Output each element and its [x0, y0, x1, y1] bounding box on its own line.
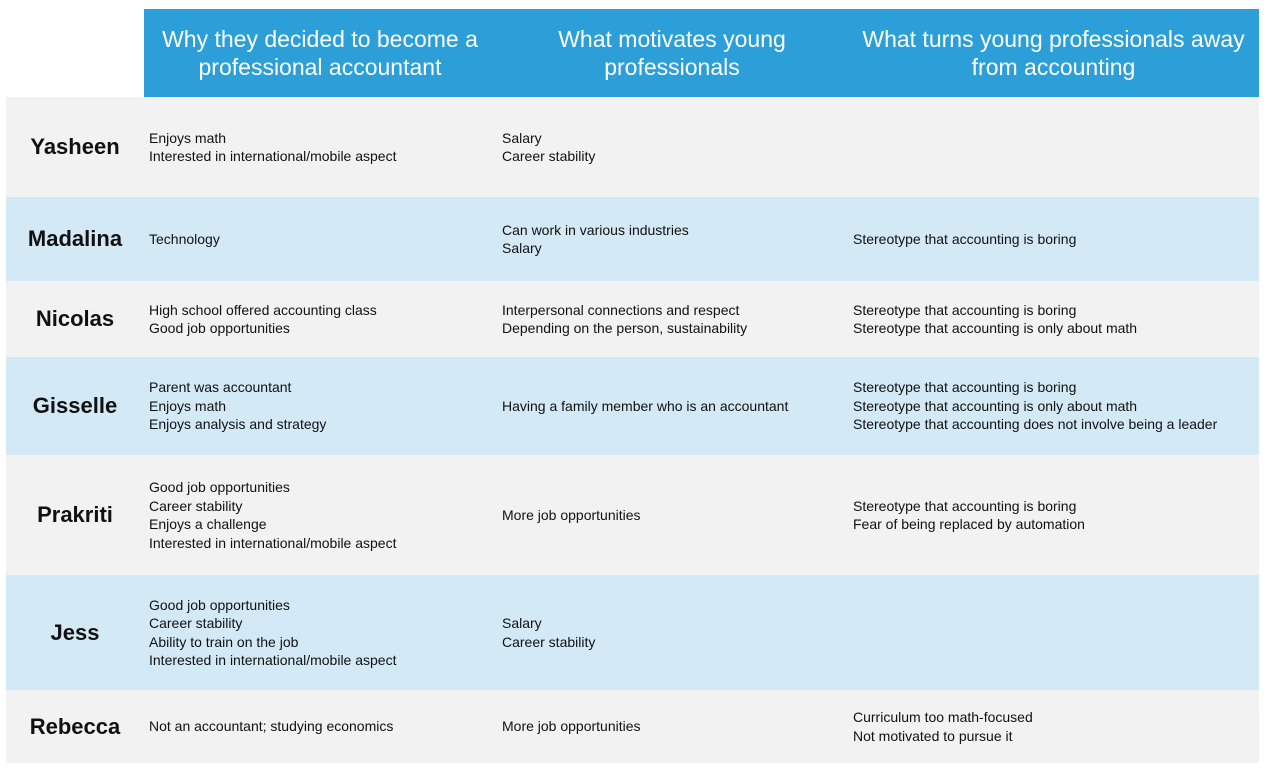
- table-row: Gisselle Parent was accountant Enjoys math…: [6, 357, 1259, 455]
- why-cell: Technology: [149, 197, 499, 281]
- cell-line: Salary: [502, 615, 542, 631]
- cell-line: Interested in international/mobile aspec…: [149, 148, 397, 164]
- cell-line: Curriculum too math-focused: [853, 709, 1033, 725]
- why-cell: Not an accountant; studying economics: [149, 690, 499, 763]
- motivates-cell: More job opportunities: [502, 455, 847, 575]
- header-what-motivates: What motivates young professionals: [558, 26, 786, 80]
- why-cell: High school offered accounting class Good…: [149, 281, 499, 357]
- cell-line: Career stability: [502, 148, 596, 164]
- cell-line: Ability to train on the job: [149, 633, 299, 650]
- turns-away-cell: Curriculum too math-focused Not motivated…: [853, 690, 1257, 763]
- person-name: Rebecca: [29, 713, 121, 739]
- cell-line: Good job opportunities: [149, 320, 290, 336]
- cell-line: Stereotype that accounting is only about…: [853, 320, 1138, 336]
- cell-line: Stereotype that accounting is boring: [853, 301, 1077, 318]
- cell-line: Enjoys analysis and strategy: [149, 416, 327, 433]
- turns-away-cell: [853, 97, 1257, 197]
- why-cell: Good job opportunities Career stability Ab…: [149, 575, 499, 690]
- turns-away-cell: Stereotype that accounting is boring Fear…: [853, 455, 1257, 575]
- cell-line: Salary: [502, 240, 542, 256]
- cell-line: Interpersonal connections and respect: [502, 301, 740, 318]
- table-row: Yasheen Enjoys math Interested in internat…: [6, 97, 1259, 197]
- person-name: Nicolas: [35, 306, 115, 331]
- cell-line: Good job opportunities: [149, 479, 290, 495]
- cell-line: Salary: [502, 129, 542, 146]
- header-why-became-accountant: Why they decided to become a professiona…: [162, 26, 478, 80]
- person-name: Madalina: [27, 226, 123, 251]
- table-row: Prakriti Good job opportunities Career sta…: [6, 455, 1259, 575]
- motivates-cell: Can work in various industries Salary: [502, 197, 847, 281]
- header-what-turns-away: What turns young professionals away from…: [862, 26, 1245, 80]
- motivates-cell: Having a family member who is an account…: [502, 357, 847, 455]
- cell-line: More job opportunities: [502, 718, 641, 735]
- turns-away-cell: [853, 575, 1257, 690]
- cell-line: Enjoys math: [149, 397, 227, 414]
- cell-line: Can work in various industries: [502, 221, 689, 238]
- cell-line: Technology: [149, 230, 220, 247]
- cell-line: Fear of being replaced by automation: [853, 516, 1085, 532]
- cell-line: Stereotype that accounting is boring: [853, 379, 1077, 396]
- table-row: Rebecca Not an accountant; studying econo…: [6, 690, 1259, 763]
- cell-line: Interested in international/mobile aspec…: [149, 534, 397, 551]
- cell-line: Depending on the person, sustainability: [502, 320, 748, 336]
- turns-away-cell: Stereotype that accounting is boring: [853, 197, 1257, 281]
- cell-line: High school offered accounting class: [149, 301, 377, 318]
- cell-line: Career stability: [149, 497, 243, 514]
- motivates-cell: More job opportunities: [502, 690, 847, 763]
- table-row: Jess Good job opportunities Career stabili…: [6, 575, 1259, 690]
- table-header: Why they decided to become a professiona…: [144, 9, 1259, 97]
- turns-away-cell: Stereotype that accounting is boring Ster…: [853, 357, 1257, 455]
- cell-line: Stereotype that accounting is boring: [853, 497, 1077, 514]
- table-row: Madalina Technology Can work in various in…: [6, 197, 1259, 281]
- turns-away-cell: Stereotype that accounting is boring Ster…: [853, 281, 1257, 357]
- table-row: Nicolas High school offered accounting cl…: [6, 281, 1259, 357]
- motivates-cell: Interpersonal connections and respect Dep…: [502, 281, 847, 357]
- motivates-cell: Salary Career stability: [502, 575, 847, 690]
- cell-line: Parent was accountant: [149, 379, 292, 396]
- cell-line: Good job opportunities: [149, 596, 290, 613]
- motivates-cell: Salary Career stability: [502, 97, 847, 197]
- cell-line: Interested in international/mobile aspec…: [149, 652, 397, 668]
- why-cell: Parent was accountant Enjoys math Enjoys a…: [149, 357, 499, 455]
- why-cell: Good job opportunities Career stability En…: [149, 455, 499, 575]
- why-cell: Enjoys math Interested in international/m…: [149, 97, 499, 197]
- person-name: Yasheen: [30, 134, 120, 159]
- person-name: Gisselle: [32, 393, 118, 418]
- cell-line: Not motivated to pursue it: [853, 727, 1013, 744]
- cell-line: Stereotype that accounting is only about…: [853, 397, 1138, 414]
- cell-line: Enjoys math: [149, 129, 227, 146]
- cell-line: Having a family member who is an account…: [502, 397, 789, 414]
- cell-line: Stereotype that accounting does not invo…: [853, 416, 1218, 433]
- cell-line: Not an accountant; studying economics: [149, 718, 394, 735]
- person-name: Prakriti: [37, 502, 113, 527]
- cell-line: Career stability: [149, 615, 243, 631]
- cell-line: Enjoys a challenge: [149, 516, 267, 532]
- cell-line: Stereotype that accounting is boring: [853, 230, 1077, 247]
- person-name: Jess: [50, 619, 100, 645]
- cell-line: More job opportunities: [502, 506, 641, 523]
- cell-line: Career stability: [502, 633, 596, 650]
